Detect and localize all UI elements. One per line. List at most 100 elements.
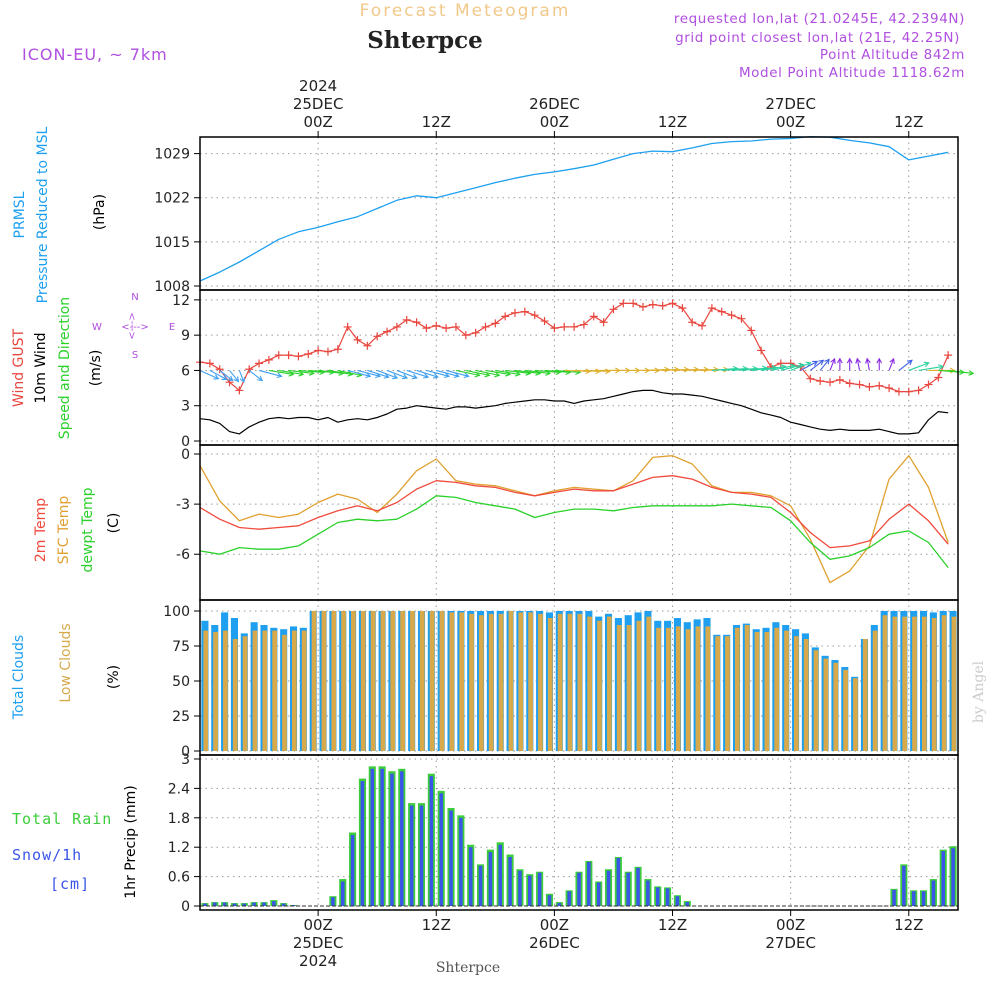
snow-bar <box>528 875 532 906</box>
label-wind-unit: (m/s) <box>88 350 104 387</box>
wind-gust-point <box>688 318 697 327</box>
time-label-bottom-2: 00Z <box>540 916 569 934</box>
gridpoint-coords: grid point closest lon,lat (21E, 42.25N) <box>675 30 960 46</box>
wind-gust-point <box>284 351 293 360</box>
snow-bar <box>921 891 926 906</box>
time-label-bottom-1: 12Z <box>422 916 451 934</box>
time-label-top-0: 00Z <box>303 113 332 131</box>
low-cloud-bar <box>518 612 524 751</box>
snow-bar <box>951 848 955 906</box>
wind-direction-arrowhead <box>889 357 895 364</box>
wind-direction-arrow <box>780 364 804 371</box>
compass-south: S <box>132 350 138 361</box>
wind-direction-arrow <box>436 369 459 377</box>
wind-direction-arrowhead <box>257 375 264 382</box>
clouds-ytick-label: 100 <box>163 604 190 620</box>
low-cloud-bar <box>449 612 455 751</box>
low-cloud-bar <box>360 611 366 751</box>
axes-layer: 00Z25DEC202400Z25DEC202412Z12Z00Z26DEC00… <box>154 77 923 970</box>
low-cloud-bar <box>538 613 543 751</box>
low-cloud-bar <box>646 616 652 751</box>
wind-direction-arrowhead <box>876 357 883 364</box>
low-cloud-bar <box>252 630 258 751</box>
low-cloud-bar <box>262 630 268 751</box>
snow-bar <box>547 895 552 906</box>
low-cloud-bar <box>351 611 356 751</box>
wind-gust-point <box>599 318 608 327</box>
wind-direction-arrowhead <box>411 373 418 380</box>
compass-rose: N <---> W <---> E S <box>92 292 175 361</box>
compass-north: N <box>131 292 138 303</box>
snow-bar <box>252 902 256 906</box>
wind-gust-point <box>412 318 421 327</box>
low-cloud-bar <box>341 611 346 751</box>
low-cloud-bar <box>794 636 799 751</box>
low-cloud-bar <box>774 627 780 751</box>
snow-bar <box>577 872 581 906</box>
wind-direction-arrow <box>731 367 758 371</box>
low-cloud-bar <box>833 662 839 751</box>
snow-bar <box>931 880 936 906</box>
wind-direction-arrowhead <box>463 372 470 379</box>
wind-direction-arrow <box>856 358 861 371</box>
wind-gust-point <box>638 302 647 311</box>
low-cloud-bar <box>725 636 730 751</box>
snow-bar <box>685 902 690 906</box>
low-cloud-bar <box>410 611 415 751</box>
wind-direction-arrowhead <box>227 375 234 382</box>
wind-direction-arrow <box>514 369 541 375</box>
wind-gust-point <box>402 315 411 324</box>
snow-bar <box>537 872 542 906</box>
wind-gust-point <box>550 324 559 333</box>
low-cloud-bar <box>636 620 642 751</box>
snow-bar <box>518 870 522 906</box>
wind-gust-point <box>747 326 756 335</box>
low-cloud-bar <box>685 629 691 751</box>
low-cloud-bar <box>715 636 720 751</box>
wind-gust-point <box>757 346 766 355</box>
wind-gust-point <box>481 322 490 331</box>
wind-gust-point <box>934 373 943 382</box>
time-label-top-5: 12Z <box>894 113 923 131</box>
wind-direction-arrowhead <box>221 374 228 380</box>
wind-ytick-label: 6 <box>181 363 190 379</box>
wind-direction-arrow <box>495 369 520 375</box>
prmsl-line <box>199 135 949 282</box>
wind-direction-arrow <box>238 370 245 383</box>
low-cloud-bar <box>223 630 228 751</box>
year-label-bottom-0: 2024 <box>299 952 337 970</box>
wind-direction-arrow <box>357 369 381 377</box>
low-cloud-bar <box>626 625 632 751</box>
low-cloud-bar <box>478 615 484 751</box>
snow-bar <box>557 903 562 906</box>
wind-labels: Wind GUST 10m Wind Speed and Direction (… <box>11 292 175 439</box>
snow-bar <box>498 844 503 906</box>
wind-direction-arrowhead <box>453 372 460 379</box>
wind-gust-point <box>264 355 273 364</box>
wind-gust-point <box>707 304 716 313</box>
wind-gust-point <box>806 374 815 383</box>
wind-gust-point <box>865 382 874 391</box>
label-temp-unit: (C) <box>106 513 122 534</box>
label-total-rain: Total Rain <box>12 810 112 828</box>
wind-gust-point <box>579 320 588 329</box>
wind-ytick-label: 12 <box>172 293 190 309</box>
snow-bar <box>646 880 650 906</box>
wind-direction-arrowhead <box>276 372 283 379</box>
panel-frames <box>199 136 959 911</box>
label-wind-speed-direction: Speed and Direction <box>57 297 73 439</box>
wind-gust-point <box>629 299 638 308</box>
wind-gust-point <box>678 304 687 313</box>
time-label-bottom-3: 12Z <box>658 916 687 934</box>
wind-direction-arrowhead <box>824 358 830 365</box>
clouds-ytick-label: 50 <box>172 674 190 690</box>
wind-gust-point <box>658 301 667 310</box>
wind-direction-arrow <box>396 369 417 379</box>
low-cloud-bar <box>931 618 937 751</box>
temperature-frame <box>199 444 959 601</box>
low-cloud-bar <box>606 616 612 751</box>
snow-bar <box>478 865 483 906</box>
time-label-bottom-0: 00Z <box>303 916 332 934</box>
date-label-bottom-0: 25DEC <box>293 934 344 952</box>
wind-direction-arrowhead <box>494 371 501 378</box>
